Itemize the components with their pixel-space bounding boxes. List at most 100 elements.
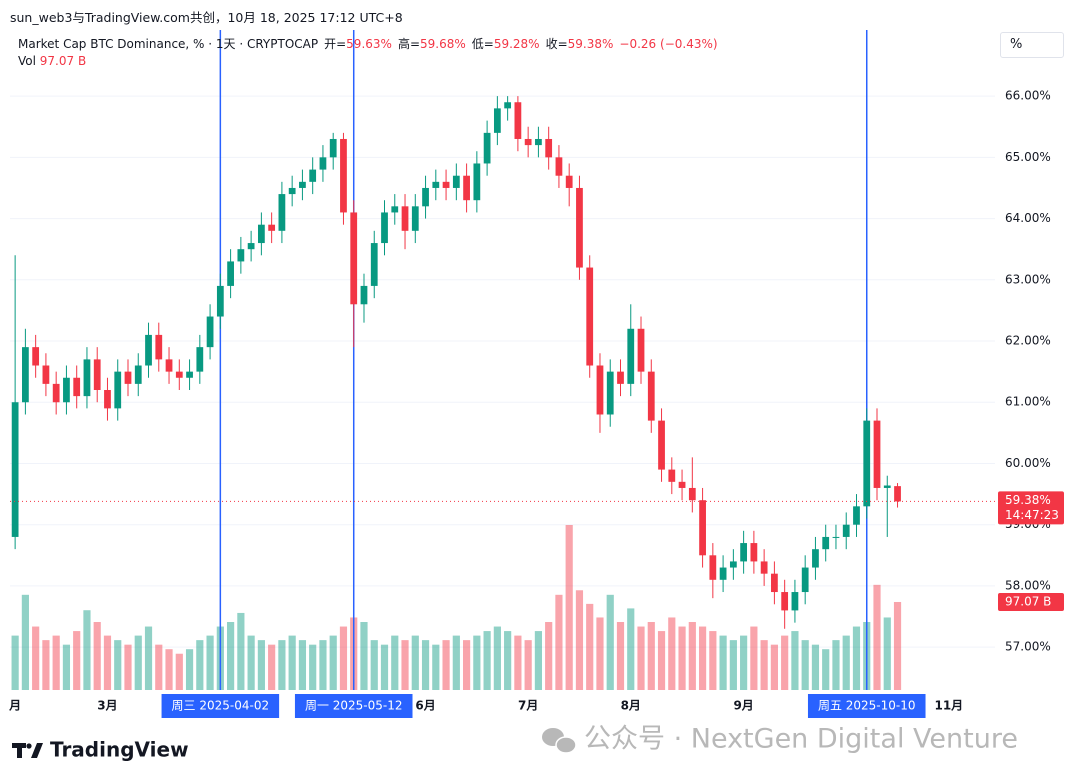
volume-bar — [483, 631, 491, 690]
y-tick-label: 65.00% — [1005, 150, 1051, 164]
volume-bar — [278, 640, 286, 690]
candle-body — [319, 157, 327, 170]
legend-line: Market Cap BTC Dominance, % · 1天 · CRYPT… — [18, 36, 718, 53]
volume-bar — [801, 640, 809, 690]
volume-bar — [247, 635, 255, 690]
volume-bar — [432, 644, 440, 690]
volume-bar — [832, 640, 840, 690]
candle-body — [658, 420, 665, 470]
volume-bar — [114, 640, 122, 690]
volume-bar — [134, 635, 142, 690]
candle-body — [668, 469, 676, 482]
marker-label-box — [807, 694, 926, 718]
candle-body — [391, 206, 399, 213]
volume-bar — [370, 640, 378, 690]
candle-body — [442, 181, 450, 188]
legend-key: 开= — [324, 37, 347, 51]
candle-body — [93, 359, 101, 390]
volume-bar — [11, 635, 19, 690]
volume-bar — [62, 644, 71, 690]
candle-body — [771, 573, 778, 593]
candle-body — [863, 420, 871, 507]
volume-bar — [678, 626, 686, 690]
candle-body — [606, 371, 614, 415]
candle-body — [617, 371, 624, 384]
candle-body — [750, 543, 758, 562]
volume-bar — [688, 622, 696, 690]
volume-bar — [893, 601, 902, 690]
volume-bar — [596, 617, 604, 690]
x-tick-label: 6月 — [415, 699, 435, 713]
y-tick-label: 60.00% — [1005, 456, 1051, 470]
volume-bar — [883, 617, 891, 690]
candle-body — [124, 371, 132, 384]
y-tick-label: 63.00% — [1005, 272, 1051, 286]
candle-body — [216, 285, 224, 317]
volume-bar — [411, 635, 419, 690]
marker-label: 周一 2025-05-12 — [305, 699, 403, 713]
volume-bar — [257, 640, 265, 690]
volume-bar — [144, 626, 153, 690]
volume-bar — [627, 608, 635, 690]
header-title: sun_web3与TradingView.com共创，10月 18, 2025 … — [10, 10, 403, 25]
candle-body — [175, 371, 183, 378]
candle-body — [247, 243, 255, 250]
candle-body — [709, 555, 717, 580]
candle-body — [288, 187, 296, 195]
series-title: Market Cap BTC Dominance, % · 1天 · CRYPT… — [18, 37, 319, 51]
candle-body — [842, 524, 850, 537]
candle-body — [576, 187, 583, 268]
volume-bar — [606, 594, 614, 690]
scale-mode-button[interactable]: % — [1000, 32, 1064, 58]
marker-label-box — [294, 694, 413, 718]
candle-body — [627, 328, 635, 384]
candle-body — [196, 347, 204, 372]
candle-body — [11, 402, 19, 537]
candle-body — [104, 390, 111, 409]
candle-body — [719, 567, 727, 580]
last-price-label: 59.38% — [1005, 493, 1051, 507]
volume-bar — [391, 635, 399, 690]
legend-value: 59.38% — [567, 37, 614, 51]
y-tick-label: 58.00% — [1005, 578, 1051, 592]
volume-bar — [565, 525, 573, 690]
volume-bar — [791, 631, 799, 690]
candle-body — [340, 138, 347, 213]
logo-text: TradingView — [50, 738, 189, 762]
candle-body — [22, 347, 29, 403]
volume-bar — [288, 635, 296, 690]
candle-body — [760, 561, 768, 574]
volume-bar — [729, 640, 737, 690]
volume-bar — [462, 640, 471, 690]
volume-bar — [329, 635, 337, 690]
volume-bar — [93, 622, 101, 690]
candle-body — [278, 194, 286, 231]
candle-body — [647, 371, 655, 421]
candle-body — [309, 169, 317, 182]
x-tick-label: 9月 — [733, 699, 753, 713]
candle-body — [370, 243, 378, 286]
y-tick-label: 66.00% — [1005, 89, 1051, 103]
legend-value: 59.68% — [420, 37, 466, 51]
candle-body — [699, 500, 706, 556]
volume-bar — [616, 622, 625, 690]
candle-body — [411, 206, 419, 231]
candle-body — [422, 187, 429, 207]
wechat-icon — [542, 728, 577, 754]
volume-bar — [42, 640, 50, 690]
volume-bar — [586, 603, 594, 690]
volume-name: Vol — [18, 54, 36, 68]
volume-bar — [493, 626, 501, 690]
volume-bar — [473, 635, 481, 690]
volume-value: 97.07 B — [39, 54, 87, 68]
volume-bar — [83, 610, 91, 690]
candle-body — [432, 181, 440, 188]
volume-bar — [698, 626, 707, 690]
candle-body — [853, 506, 860, 525]
candle-body — [740, 543, 748, 562]
volume-bar — [237, 612, 245, 690]
candle-body — [186, 371, 193, 378]
candle-body — [134, 365, 142, 384]
candle-body — [257, 224, 265, 244]
